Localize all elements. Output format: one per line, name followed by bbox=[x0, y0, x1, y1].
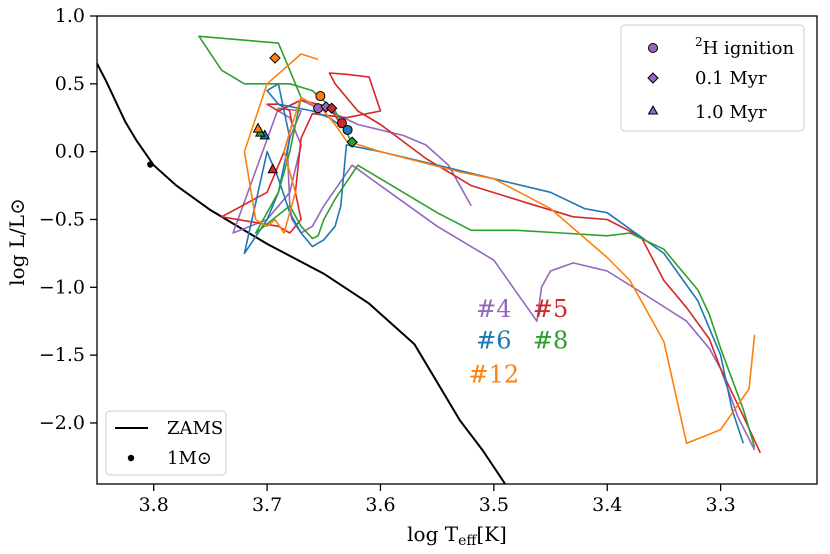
legend-1-0-myr-symbol bbox=[647, 104, 659, 115]
marker-legend: 2H ignition 0.1 Myr 1.0 Myr bbox=[620, 24, 805, 132]
zams-line bbox=[97, 63, 507, 484]
y-tick-label: −1.0 bbox=[39, 276, 85, 298]
zams-legend: ZAMS 1M⊙ bbox=[105, 410, 227, 476]
track-label-4: #4 bbox=[476, 295, 511, 323]
legend-1msun-dot bbox=[127, 454, 135, 462]
track-label-8: #8 bbox=[533, 326, 568, 354]
x-axis-title: log Teff[K] bbox=[407, 522, 507, 549]
x-tick-label: 3.7 bbox=[252, 494, 282, 516]
zams-1msun-point bbox=[147, 161, 154, 168]
track-label-5: #5 bbox=[533, 295, 568, 323]
h2-ignition-marker bbox=[313, 103, 324, 114]
x-tick-label: 3.6 bbox=[365, 494, 395, 516]
h2-ignition-marker bbox=[315, 91, 326, 102]
legend-h2-ignition-label: 2H ignition bbox=[695, 35, 795, 59]
track-label-6: #6 bbox=[476, 326, 511, 354]
track-line-8 bbox=[198, 35, 756, 448]
h2-ignition-marker bbox=[342, 124, 353, 135]
legend-1-0-myr-label: 1.0 Myr bbox=[695, 102, 767, 123]
track-label-12: #12 bbox=[469, 360, 520, 388]
legend-0-1-myr-label: 0.1 Myr bbox=[695, 68, 767, 89]
myr-0-1-marker bbox=[269, 52, 281, 64]
y-tick-label: 1.0 bbox=[55, 5, 85, 27]
x-tick-label: 3.8 bbox=[139, 494, 169, 516]
x-axis-title-sub: eff bbox=[458, 533, 477, 549]
legend-1msun-label: 1M⊙ bbox=[167, 448, 212, 469]
x-tick-label: 3.5 bbox=[479, 494, 509, 516]
track-line-6 bbox=[243, 83, 745, 444]
y-axis-title: log L/L⊙ bbox=[5, 198, 29, 286]
marker-legend-box bbox=[620, 24, 805, 132]
legend-0-1-myr-symbol bbox=[647, 72, 659, 84]
x-axis-title-main: log T bbox=[407, 522, 459, 546]
x-tick-label: 3.4 bbox=[592, 494, 622, 516]
y-tick-label: 0.0 bbox=[55, 141, 85, 163]
legend-zams-label: ZAMS bbox=[167, 418, 223, 439]
myr-1-0-marker bbox=[267, 163, 279, 174]
x-tick-label: 3.3 bbox=[706, 494, 736, 516]
legend-h2-ignition-symbol bbox=[648, 43, 658, 53]
myr-0-1-marker bbox=[346, 136, 358, 148]
y-tick-label: −2.0 bbox=[39, 412, 85, 434]
h2-ignition-marker bbox=[336, 118, 347, 129]
y-tick-label: −1.5 bbox=[39, 344, 85, 366]
legend-h2-ignition-sup: 2 bbox=[695, 35, 703, 49]
myr-1-0-marker bbox=[252, 122, 264, 133]
plot-frame bbox=[96, 15, 818, 485]
myr-0-1-marker bbox=[326, 102, 338, 114]
legend-h2-ignition-text: H ignition bbox=[703, 38, 795, 59]
x-axis-title-unit: [K] bbox=[476, 522, 507, 546]
y-tick-label: 0.5 bbox=[55, 73, 85, 95]
y-tick-label: −0.5 bbox=[39, 208, 85, 230]
track-line-12 bbox=[243, 53, 756, 445]
